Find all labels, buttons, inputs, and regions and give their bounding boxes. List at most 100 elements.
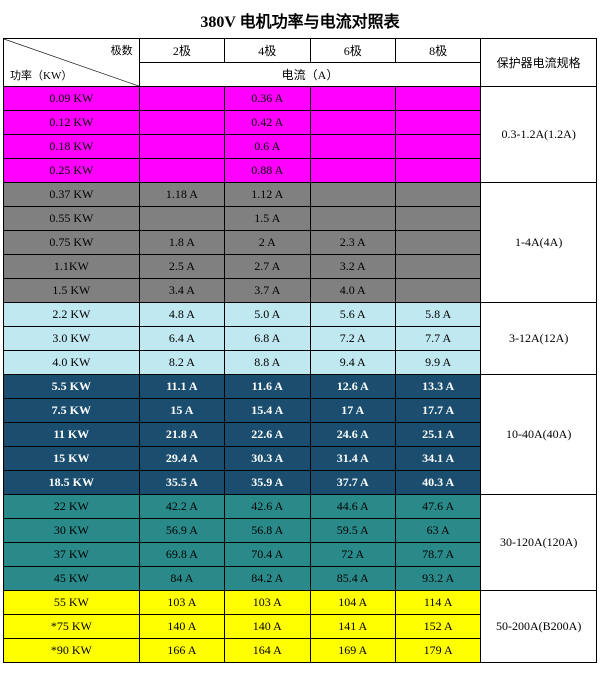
current-cell: 22.6 A xyxy=(225,423,310,447)
motor-table: 功率（KW） 极数 2极 4极 6极 8极 保护器电流规格 电流（A） 0.09… xyxy=(3,38,597,663)
current-cell: 5.0 A xyxy=(225,303,310,327)
power-cell: 37 KW xyxy=(4,543,140,567)
current-cell xyxy=(310,159,395,183)
current-cell: 103 A xyxy=(225,591,310,615)
header-pole: 4极 xyxy=(225,39,310,63)
current-cell: 11.1 A xyxy=(139,375,224,399)
header-spec: 保护器电流规格 xyxy=(481,39,597,87)
power-cell: 18.5 KW xyxy=(4,471,140,495)
current-cell: 13.3 A xyxy=(395,375,480,399)
current-cell: 1.12 A xyxy=(225,183,310,207)
current-cell: 169 A xyxy=(310,639,395,663)
current-cell: 35.9 A xyxy=(225,471,310,495)
current-cell: 72 A xyxy=(310,543,395,567)
current-cell: 11.6 A xyxy=(225,375,310,399)
power-cell: 5.5 KW xyxy=(4,375,140,399)
current-cell: 3.2 A xyxy=(310,255,395,279)
current-cell: 30.3 A xyxy=(225,447,310,471)
current-cell: 0.6 A xyxy=(225,135,310,159)
current-cell: 2.5 A xyxy=(139,255,224,279)
current-cell: 78.7 A xyxy=(395,543,480,567)
current-cell: 2 A xyxy=(225,231,310,255)
power-cell: *75 KW xyxy=(4,615,140,639)
current-cell xyxy=(139,159,224,183)
header-current-label: 电流（A） xyxy=(139,63,481,87)
current-cell: 47.6 A xyxy=(395,495,480,519)
current-cell: 8.2 A xyxy=(139,351,224,375)
current-cell: 21.8 A xyxy=(139,423,224,447)
spec-cell: 30-120A(120A) xyxy=(481,495,597,591)
current-cell: 103 A xyxy=(139,591,224,615)
current-cell: 7.7 A xyxy=(395,327,480,351)
current-cell: 7.2 A xyxy=(310,327,395,351)
power-cell: 55 KW xyxy=(4,591,140,615)
current-cell: 0.88 A xyxy=(225,159,310,183)
current-cell xyxy=(139,87,224,111)
current-cell: 69.8 A xyxy=(139,543,224,567)
power-cell: 0.25 KW xyxy=(4,159,140,183)
header-power-label: 功率（KW） xyxy=(10,67,72,83)
power-cell: 7.5 KW xyxy=(4,399,140,423)
current-cell: 140 A xyxy=(139,615,224,639)
current-cell: 34.1 A xyxy=(395,447,480,471)
power-cell: 0.37 KW xyxy=(4,183,140,207)
power-cell: 1.1KW xyxy=(4,255,140,279)
power-cell: 15 KW xyxy=(4,447,140,471)
power-cell: 1.5 KW xyxy=(4,279,140,303)
current-cell: 104 A xyxy=(310,591,395,615)
current-cell: 8.8 A xyxy=(225,351,310,375)
current-cell: 17.7 A xyxy=(395,399,480,423)
current-cell: 93.2 A xyxy=(395,567,480,591)
current-cell: 140 A xyxy=(225,615,310,639)
current-cell: 56.8 A xyxy=(225,519,310,543)
current-cell xyxy=(395,255,480,279)
header-poles-label: 极数 xyxy=(111,42,133,58)
current-cell xyxy=(310,135,395,159)
current-cell: 12.6 A xyxy=(310,375,395,399)
header-pole: 8极 xyxy=(395,39,480,63)
current-cell: 6.4 A xyxy=(139,327,224,351)
current-cell: 2.3 A xyxy=(310,231,395,255)
current-cell xyxy=(395,183,480,207)
current-cell: 9.9 A xyxy=(395,351,480,375)
current-cell: 63 A xyxy=(395,519,480,543)
current-cell: 70.4 A xyxy=(225,543,310,567)
current-cell xyxy=(395,159,480,183)
current-cell: 35.5 A xyxy=(139,471,224,495)
current-cell: 4.0 A xyxy=(310,279,395,303)
current-cell: 1.18 A xyxy=(139,183,224,207)
current-cell: 40.3 A xyxy=(395,471,480,495)
current-cell xyxy=(395,111,480,135)
power-cell: *90 KW xyxy=(4,639,140,663)
power-cell: 22 KW xyxy=(4,495,140,519)
current-cell xyxy=(395,135,480,159)
current-cell: 44.6 A xyxy=(310,495,395,519)
power-cell: 2.2 KW xyxy=(4,303,140,327)
current-cell: 59.5 A xyxy=(310,519,395,543)
current-cell: 84.2 A xyxy=(225,567,310,591)
power-cell: 11 KW xyxy=(4,423,140,447)
current-cell: 31.4 A xyxy=(310,447,395,471)
current-cell: 1.5 A xyxy=(225,207,310,231)
current-cell: 114 A xyxy=(395,591,480,615)
current-cell: 37.7 A xyxy=(310,471,395,495)
spec-cell: 0.3-1.2A(1.2A) xyxy=(481,87,597,183)
power-cell: 0.09 KW xyxy=(4,87,140,111)
current-cell: 9.4 A xyxy=(310,351,395,375)
power-cell: 0.18 KW xyxy=(4,135,140,159)
current-cell: 85.4 A xyxy=(310,567,395,591)
current-cell: 25.1 A xyxy=(395,423,480,447)
current-cell xyxy=(139,135,224,159)
current-cell xyxy=(395,87,480,111)
power-cell: 30 KW xyxy=(4,519,140,543)
current-cell: 42.2 A xyxy=(139,495,224,519)
power-cell: 45 KW xyxy=(4,567,140,591)
power-cell: 0.12 KW xyxy=(4,111,140,135)
current-cell: 179 A xyxy=(395,639,480,663)
header-diag: 功率（KW） 极数 xyxy=(4,39,140,87)
current-cell xyxy=(310,87,395,111)
current-cell: 4.8 A xyxy=(139,303,224,327)
current-cell: 1.8 A xyxy=(139,231,224,255)
current-cell xyxy=(139,207,224,231)
current-cell xyxy=(395,231,480,255)
